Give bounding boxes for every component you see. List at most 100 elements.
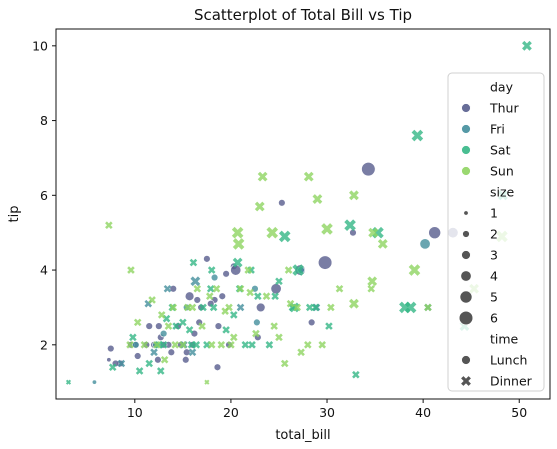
data-point-sat [278,230,291,243]
legend-label: Lunch [490,353,527,368]
data-point-thur [106,357,112,363]
data-point-sun [327,303,335,312]
data-point-sat [305,303,314,312]
x-tick-label: 30 [319,405,335,420]
data-point-sun [164,322,173,330]
data-point-thur [184,291,195,301]
legend-marker [460,270,472,282]
data-point-sun [133,318,142,327]
data-point-sat [159,341,168,349]
legend-label: 5 [490,290,498,305]
data-point-sat [135,367,144,375]
data-point-sun [424,303,432,312]
data-point-sun [198,322,206,330]
data-point-sat [222,326,230,334]
data-point-sun [105,221,113,230]
data-point-thur [133,352,142,360]
data-point-thur [203,255,211,263]
legend-title: time [490,332,519,347]
data-point-sun [252,329,260,338]
data-point-sat [325,322,333,330]
data-point-sun [127,266,135,274]
data-point-sat [232,257,243,268]
data-point-sun [193,284,202,293]
data-point-thur [107,344,115,353]
data-point-fri [253,318,261,327]
data-point-sun [205,292,214,301]
data-point-fri [132,341,140,349]
data-point-sat [172,322,180,330]
data-point-sat [129,333,137,342]
data-point-sun [368,227,379,238]
data-point-sun [126,341,134,349]
data-point-thur [169,285,177,293]
data-point-sun [335,284,344,293]
data-point-sat [411,129,424,142]
legend-title: day [490,80,514,95]
data-point-sun [275,333,283,342]
legend-marker [461,145,471,155]
data-point-fri [188,348,197,357]
data-point-sat [271,292,279,301]
data-point-sun [160,355,169,364]
legend-label: Fri [490,122,505,137]
data-point-thur [193,296,201,304]
data-point-thur [222,270,230,278]
legend-label: 3 [490,248,498,263]
legend-label: 6 [490,311,498,326]
plot-frame [55,28,551,400]
y-tick-label: 8 [40,113,48,128]
data-point-fri [419,238,431,250]
data-point-sat [344,219,356,232]
data-points [65,40,532,385]
data-point-thur [154,356,162,364]
data-point-sun [221,307,229,315]
x-tick-label: 10 [127,405,143,420]
legend-label: Thur [489,101,519,116]
y-tick-label: 10 [32,38,48,53]
legend-label: 1 [490,206,498,221]
data-point-sat [209,303,218,312]
chart-title: Scatterplot of Total Bill vs Tip [194,6,412,24]
data-point-sun [284,266,293,274]
legend-marker [463,210,469,216]
data-point-thur [278,199,286,207]
legend-marker [461,355,471,365]
data-point-sun [266,226,279,239]
data-point-sun [169,303,178,312]
data-point-sat [199,303,207,312]
data-point-sun [171,341,179,349]
data-point-sun [321,223,333,235]
data-point-sun [312,194,323,204]
data-point-sun [230,333,238,342]
legend: day Thur Fri Sat Sun size 1 2 3 4 5 6 time Lunch Dinne… [447,72,545,392]
data-point-sun [217,341,226,349]
data-point-sat [352,370,360,379]
data-point-thur [270,283,282,295]
data-point-sat [108,363,117,372]
data-point-sun [349,190,359,201]
legend-marker [459,290,473,304]
data-point-thur [361,162,376,177]
data-point-sat [254,292,262,301]
data-point-sun [254,201,265,212]
data-point-sun [148,296,156,304]
data-point-sun [236,284,245,293]
data-point-sat [522,40,532,51]
data-point-thur [182,356,190,364]
data-point-sun [349,298,359,309]
data-point-sat [230,311,238,319]
data-point-sun [297,348,305,357]
axes: 10 20 30 40 50 2 4 6 8 10 [32,38,527,420]
data-point-sun [367,276,378,287]
data-point-sat [311,303,320,312]
data-point-sat [192,341,201,349]
legend-label: Dinner [490,374,533,389]
data-point-sun [293,303,302,312]
data-point-sat [275,277,283,286]
data-point-sun [246,288,254,297]
y-tick-label: 2 [40,337,48,352]
data-point-sat [207,266,216,274]
data-point-sat [156,367,165,375]
